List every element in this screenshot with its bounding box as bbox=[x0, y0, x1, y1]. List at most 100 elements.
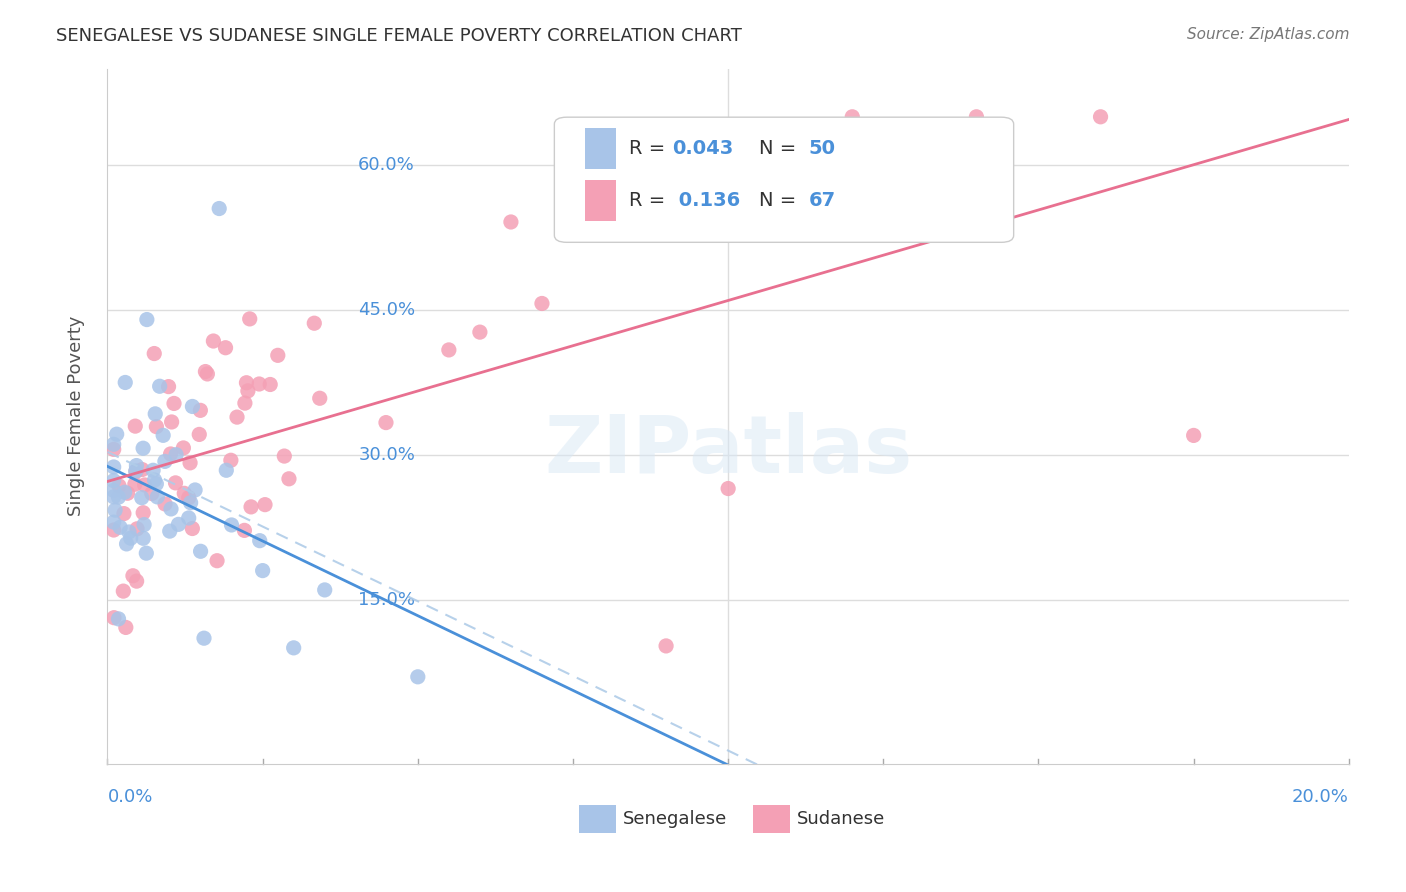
Text: 15.0%: 15.0% bbox=[359, 591, 415, 608]
Point bbox=[304, 316, 326, 330]
Point bbox=[132, 531, 155, 545]
Point bbox=[112, 507, 135, 521]
Point bbox=[468, 325, 491, 339]
Bar bbox=[585, 180, 616, 221]
Point bbox=[283, 640, 305, 655]
Point bbox=[135, 312, 157, 326]
Point bbox=[125, 574, 148, 589]
Point bbox=[273, 449, 295, 463]
Point bbox=[160, 415, 183, 429]
Point bbox=[131, 462, 153, 476]
Point bbox=[181, 521, 204, 535]
Point bbox=[188, 427, 211, 442]
Point bbox=[259, 377, 281, 392]
Point bbox=[221, 518, 243, 533]
Point bbox=[184, 483, 207, 497]
Point bbox=[375, 416, 398, 430]
Point bbox=[173, 486, 195, 500]
Point bbox=[177, 511, 200, 525]
Point bbox=[190, 544, 212, 558]
Text: R =: R = bbox=[628, 191, 671, 211]
Point bbox=[194, 365, 217, 379]
Point bbox=[1090, 110, 1112, 124]
Point bbox=[193, 631, 215, 645]
Point bbox=[226, 410, 249, 425]
Point bbox=[108, 520, 131, 534]
Point bbox=[278, 472, 301, 486]
Point bbox=[124, 477, 146, 491]
Point bbox=[159, 447, 181, 461]
Text: Senegalese: Senegalese bbox=[623, 810, 727, 829]
Point bbox=[141, 486, 163, 500]
Point bbox=[103, 490, 125, 504]
Point bbox=[103, 437, 125, 451]
Point bbox=[172, 441, 194, 455]
Point bbox=[157, 379, 180, 393]
Point bbox=[235, 376, 257, 390]
Text: 0.0%: 0.0% bbox=[107, 788, 153, 805]
Point bbox=[593, 182, 616, 196]
Point bbox=[114, 485, 136, 500]
Point bbox=[103, 515, 125, 529]
Text: 50: 50 bbox=[808, 139, 835, 158]
Point bbox=[655, 639, 678, 653]
Text: 30.0%: 30.0% bbox=[359, 446, 415, 464]
Point bbox=[153, 454, 176, 468]
Point bbox=[132, 506, 155, 520]
Point bbox=[247, 376, 270, 391]
Point bbox=[267, 348, 290, 362]
Point bbox=[253, 498, 276, 512]
Point bbox=[165, 448, 187, 462]
Point bbox=[239, 312, 262, 326]
Point bbox=[160, 502, 183, 516]
Point bbox=[105, 427, 128, 442]
Point bbox=[122, 568, 145, 582]
Point bbox=[181, 400, 204, 414]
Point bbox=[124, 419, 146, 434]
Point bbox=[195, 367, 218, 381]
Point bbox=[112, 584, 135, 599]
Bar bbox=[585, 128, 616, 169]
Text: Single Female Poverty: Single Female Poverty bbox=[67, 316, 86, 516]
Bar bbox=[754, 805, 790, 833]
Text: 0.136: 0.136 bbox=[672, 191, 741, 211]
Text: 60.0%: 60.0% bbox=[359, 156, 415, 174]
Point bbox=[163, 396, 186, 410]
Point bbox=[103, 610, 125, 624]
Point bbox=[115, 537, 138, 551]
Text: 20.0%: 20.0% bbox=[1292, 788, 1348, 805]
Point bbox=[120, 531, 142, 545]
Point bbox=[202, 334, 225, 348]
Text: Source: ZipAtlas.com: Source: ZipAtlas.com bbox=[1187, 27, 1350, 42]
Point bbox=[107, 490, 129, 504]
Text: ZIPatlas: ZIPatlas bbox=[544, 412, 912, 490]
Point bbox=[145, 419, 167, 434]
Point bbox=[1182, 428, 1205, 442]
Point bbox=[530, 296, 553, 310]
Text: N =: N = bbox=[759, 191, 803, 211]
Point bbox=[252, 564, 274, 578]
Text: R =: R = bbox=[628, 139, 671, 158]
Point bbox=[125, 464, 148, 478]
Point bbox=[499, 215, 522, 229]
Point bbox=[406, 670, 429, 684]
Point bbox=[180, 496, 202, 510]
Point bbox=[215, 463, 238, 477]
Point bbox=[314, 582, 336, 597]
Point bbox=[205, 554, 228, 568]
Point bbox=[179, 456, 201, 470]
Point bbox=[108, 479, 131, 493]
Point bbox=[125, 522, 148, 536]
Text: 0.043: 0.043 bbox=[672, 139, 734, 158]
Point bbox=[219, 453, 242, 467]
Point bbox=[118, 524, 141, 539]
Point bbox=[177, 491, 200, 505]
Point bbox=[167, 517, 190, 532]
Point bbox=[233, 396, 256, 410]
Point bbox=[149, 379, 172, 393]
Point bbox=[233, 524, 256, 538]
Point bbox=[107, 612, 129, 626]
Point bbox=[103, 483, 125, 498]
Point bbox=[143, 346, 166, 360]
Point bbox=[114, 376, 136, 390]
